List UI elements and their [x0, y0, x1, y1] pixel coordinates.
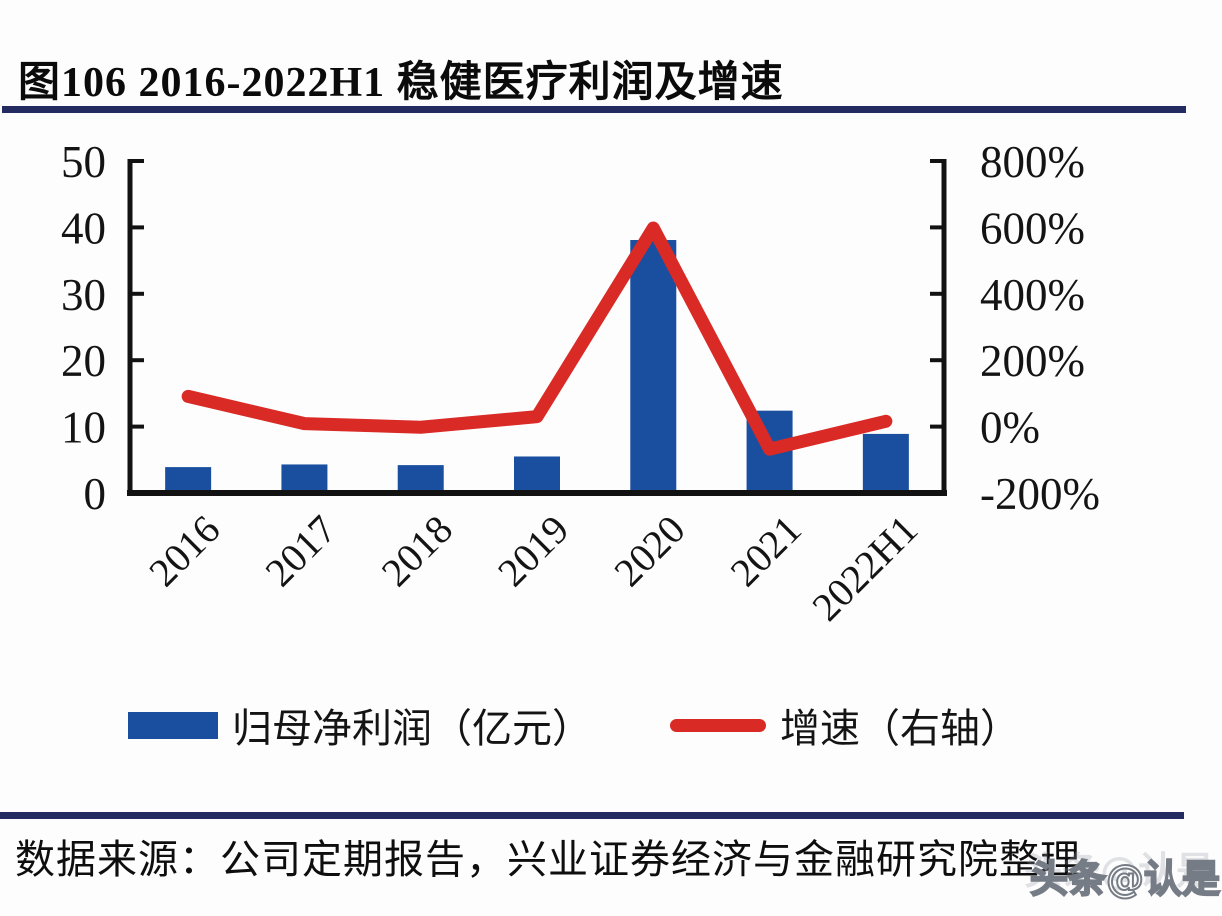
right-tick-label: -200% — [980, 469, 1100, 519]
line-swatch-icon — [670, 718, 766, 732]
right-tick-label: 800% — [980, 137, 1085, 187]
watermark-text: 头条@认是 — [1029, 856, 1221, 902]
bar-2022H1 — [862, 433, 909, 493]
x-label-2018: 2018 — [373, 507, 461, 595]
chart-legend: 归母净利润（亿元） 增速（右轴） — [128, 696, 1088, 754]
left-tick-label: 40 — [61, 203, 106, 253]
bar-2020 — [630, 240, 677, 493]
left-tick-label: 10 — [61, 403, 106, 453]
footer-rule — [0, 812, 1184, 819]
profit-growth-chart: 0 10 20 30 40 50 -200% 0% 200% 400% 600% 800% 2016 20… — [61, 137, 1100, 630]
bar-2019 — [514, 456, 560, 493]
legend-label-net-profit: 归母净利润（亿元） — [232, 706, 592, 751]
chart-title: 图106 2016-2022H1 稳健医疗利润及增速 — [18, 60, 784, 106]
right-tick-label: 200% — [980, 336, 1085, 386]
title-underline-rule — [2, 106, 1186, 113]
left-tick-label: 50 — [61, 137, 106, 187]
legend-item-net-profit: 归母净利润（亿元） — [128, 696, 592, 754]
growth-line — [181, 221, 893, 456]
data-source-text: 数据来源：公司定期报告，兴业证券经济与金融研究院整理 — [15, 837, 1081, 882]
x-label-2020: 2020 — [605, 507, 693, 595]
right-tick-label: 400% — [980, 270, 1085, 320]
x-label-2017: 2017 — [256, 507, 344, 595]
x-label-2019: 2019 — [489, 507, 577, 595]
legend-item-growth: 增速（右轴） — [670, 696, 1020, 754]
bar-2017 — [281, 464, 328, 493]
bar-2016 — [165, 467, 212, 493]
right-tick-label: 600% — [980, 203, 1085, 253]
bar-2018 — [397, 465, 444, 493]
x-label-2021: 2021 — [722, 507, 810, 595]
x-label-2016: 2016 — [140, 507, 228, 595]
bar-swatch-icon — [128, 711, 218, 739]
legend-label-growth: 增速（右轴） — [780, 706, 1020, 751]
left-tick-label: 0 — [84, 469, 107, 519]
right-tick-label: 0% — [980, 403, 1040, 453]
left-tick-label: 30 — [61, 270, 106, 320]
left-tick-label: 20 — [61, 336, 106, 386]
x-label-2022H1: 2022H1 — [803, 507, 926, 630]
